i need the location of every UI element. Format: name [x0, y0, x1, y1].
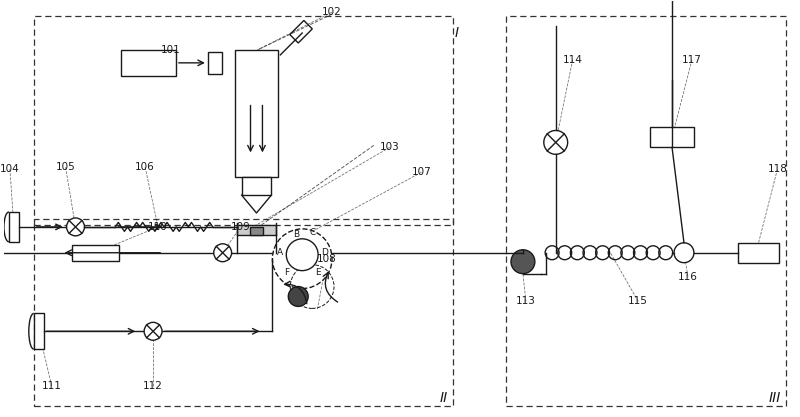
Text: 102: 102 [322, 7, 342, 17]
Circle shape [272, 229, 332, 289]
Text: B: B [293, 230, 299, 239]
Text: C: C [309, 229, 315, 237]
Circle shape [288, 286, 308, 306]
Text: 103: 103 [380, 142, 399, 152]
Bar [208, 52, 222, 74]
Text: 101: 101 [161, 45, 181, 55]
Bar [650, 128, 694, 147]
Text: 111: 111 [42, 381, 62, 391]
Text: 106: 106 [135, 162, 155, 172]
Circle shape [214, 244, 232, 262]
Text: 104: 104 [0, 164, 20, 174]
Circle shape [511, 250, 535, 274]
Text: I: I [454, 26, 458, 40]
Text: 105: 105 [56, 162, 75, 172]
Text: 109: 109 [230, 222, 250, 232]
Text: 115: 115 [628, 296, 648, 306]
Text: 117: 117 [682, 55, 702, 65]
Bar [234, 50, 278, 177]
Text: E: E [315, 268, 321, 277]
Text: 107: 107 [412, 167, 431, 177]
Bar [738, 243, 779, 263]
Text: D: D [321, 248, 327, 257]
Bar [34, 219, 454, 406]
Bar [290, 20, 312, 43]
Bar [9, 212, 19, 242]
Circle shape [674, 243, 694, 263]
Text: 108: 108 [317, 254, 337, 264]
Text: III: III [768, 391, 781, 405]
Circle shape [66, 218, 85, 236]
Bar [122, 50, 176, 76]
Text: 113: 113 [516, 296, 536, 306]
Text: 110: 110 [148, 222, 168, 232]
Text: A: A [278, 248, 283, 257]
Circle shape [144, 322, 162, 340]
Text: II: II [439, 391, 447, 405]
Circle shape [286, 239, 318, 271]
Bar [71, 245, 119, 261]
Text: 118: 118 [767, 164, 787, 174]
Text: F: F [284, 268, 289, 277]
Bar [34, 314, 44, 349]
Bar [237, 225, 276, 235]
Text: 116: 116 [678, 271, 698, 281]
Circle shape [544, 131, 568, 154]
Bar [34, 16, 454, 225]
Bar [250, 227, 263, 235]
Bar [506, 16, 786, 406]
Bar [242, 177, 271, 195]
Text: 114: 114 [562, 55, 582, 65]
Text: 112: 112 [143, 381, 163, 391]
